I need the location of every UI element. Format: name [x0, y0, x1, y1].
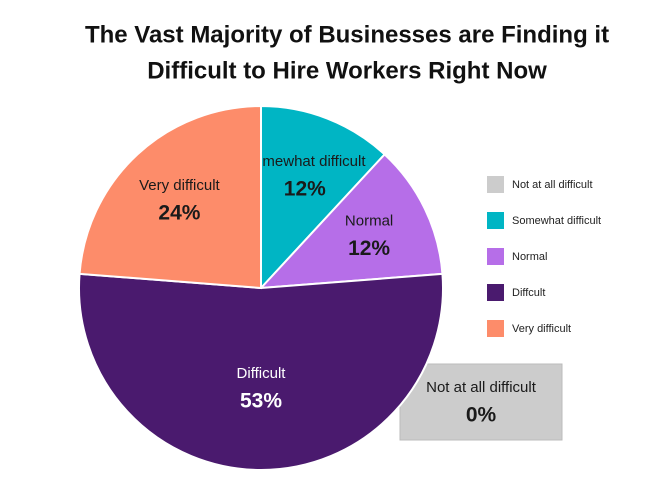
value-label: 12%	[348, 237, 390, 260]
legend-label: Very difficult	[512, 323, 571, 335]
legend-label: Somewhat difficult	[512, 215, 601, 227]
slice-label: Normal	[345, 213, 393, 230]
slice-label: Very difficult	[139, 177, 220, 194]
label-box	[399, 363, 563, 441]
chart-title: The Vast Majority of Businesses are Find…	[85, 21, 609, 48]
legend-label: Diffcult	[512, 287, 545, 299]
legend-label: Not at all difficult	[512, 179, 593, 191]
legend-swatch	[487, 212, 504, 229]
value-label: 12%	[284, 178, 326, 201]
legend-label: Normal	[512, 251, 547, 263]
legend-swatch	[487, 176, 504, 193]
pie-slice	[78, 272, 444, 472]
legend-swatch	[487, 284, 504, 301]
pie-slice	[78, 104, 262, 290]
value-label: 0%	[466, 404, 497, 427]
legend-swatch	[487, 248, 504, 265]
slice-label: Somewhat difficult	[244, 153, 366, 170]
slice-label: Difficult	[237, 365, 287, 382]
pie-slice	[260, 104, 387, 291]
legend-swatch	[487, 320, 504, 337]
slice-label: Not at all difficult	[426, 379, 537, 396]
value-label: 53%	[240, 390, 282, 413]
pie-slice	[258, 152, 444, 290]
chart-title: Difficult to Hire Workers Right Now	[147, 57, 547, 84]
value-label: 24%	[158, 201, 200, 224]
